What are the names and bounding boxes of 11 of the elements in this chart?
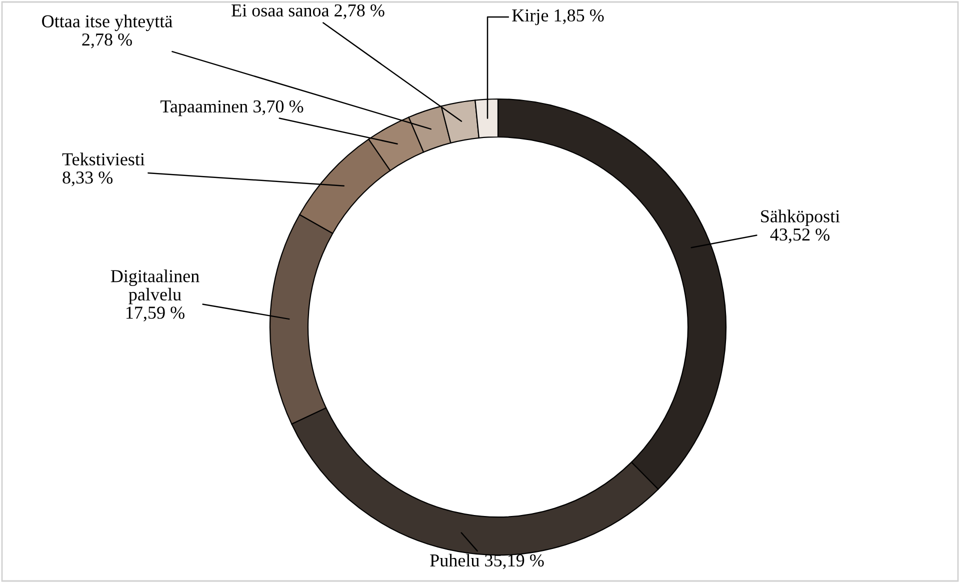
data-label: 2,78 % (82, 33, 132, 48)
slice-label: Ottaa itse yhteyttä (42, 14, 172, 32)
slice-label: Kirje 1,85 % (512, 9, 604, 26)
slice-label: Tekstiviesti (62, 152, 145, 166)
data-label: 43,52 % (770, 228, 830, 244)
slice-label: Ei osaa sanoa 2,78 % (232, 4, 384, 20)
slice-label: Tapaaminen 3,70 % (160, 100, 304, 116)
slice-label: Digitaalinen palvelu (110, 270, 200, 304)
data-label: 17,59 % (126, 306, 184, 322)
data-label: 8,33 % (62, 171, 113, 186)
slice-label: Sähköposti (761, 210, 840, 226)
